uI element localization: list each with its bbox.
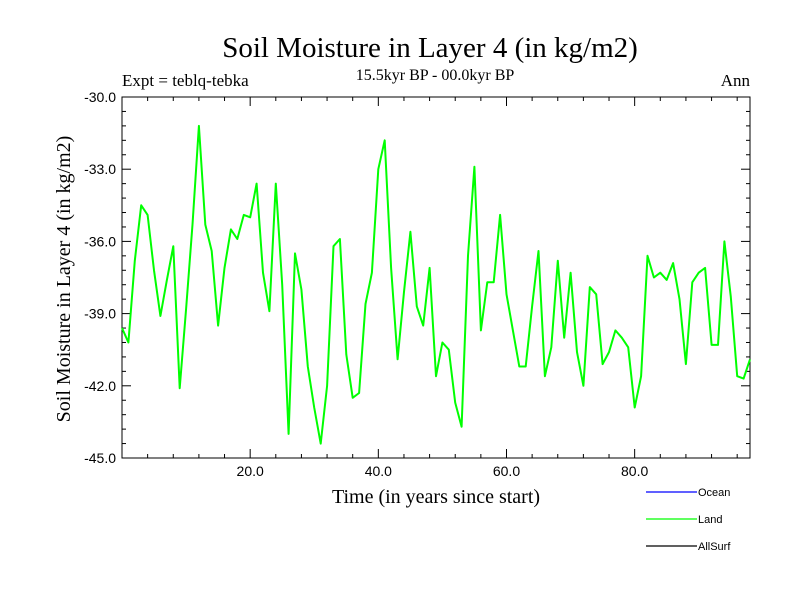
legend-label-ocean: Ocean	[698, 487, 730, 499]
plot-frame	[121, 96, 751, 459]
season-label: Ann	[721, 71, 751, 90]
chart-subtitle: 15.5kyr BP - 00.0kyr BP	[356, 67, 515, 84]
x-tick-label: 40.0	[365, 463, 392, 479]
y-tick-label: -36.0	[84, 233, 116, 249]
x-tick-label: 20.0	[237, 463, 264, 479]
series-layer	[121, 124, 751, 445]
axis-ticks	[122, 96, 750, 459]
y-tick-label: -33.0	[84, 161, 116, 177]
legend: Ocean Land AllSurf	[646, 487, 731, 553]
series-line-land	[121, 124, 751, 445]
x-axis-label: Time (in years since start)	[332, 486, 540, 508]
legend-item-ocean: Ocean	[646, 487, 730, 499]
y-tick-label: -39.0	[84, 306, 116, 322]
y-tick-label: -30.0	[84, 89, 116, 105]
y-tick-label: -45.0	[84, 450, 116, 466]
legend-label-land: Land	[698, 514, 722, 526]
x-tick-label: 80.0	[621, 463, 648, 479]
legend-item-allsurf: AllSurf	[646, 541, 731, 553]
x-tick-label: 60.0	[493, 463, 520, 479]
experiment-label: Expt = teblq-tebka	[122, 71, 249, 90]
y-axis-label: Soil Moisture in Layer 4 (in kg/m2)	[53, 136, 75, 423]
legend-label-allsurf: AllSurf	[698, 541, 731, 553]
chart-title: Soil Moisture in Layer 4 (in kg/m2)	[222, 32, 638, 64]
legend-item-land: Land	[646, 514, 722, 526]
y-tick-label: -42.0	[84, 378, 116, 394]
axis-tick-labels: 20.0 40.0 60.0 80.0 -30.0 -33.0 -36.0 -39.0 -42.…	[84, 89, 648, 479]
